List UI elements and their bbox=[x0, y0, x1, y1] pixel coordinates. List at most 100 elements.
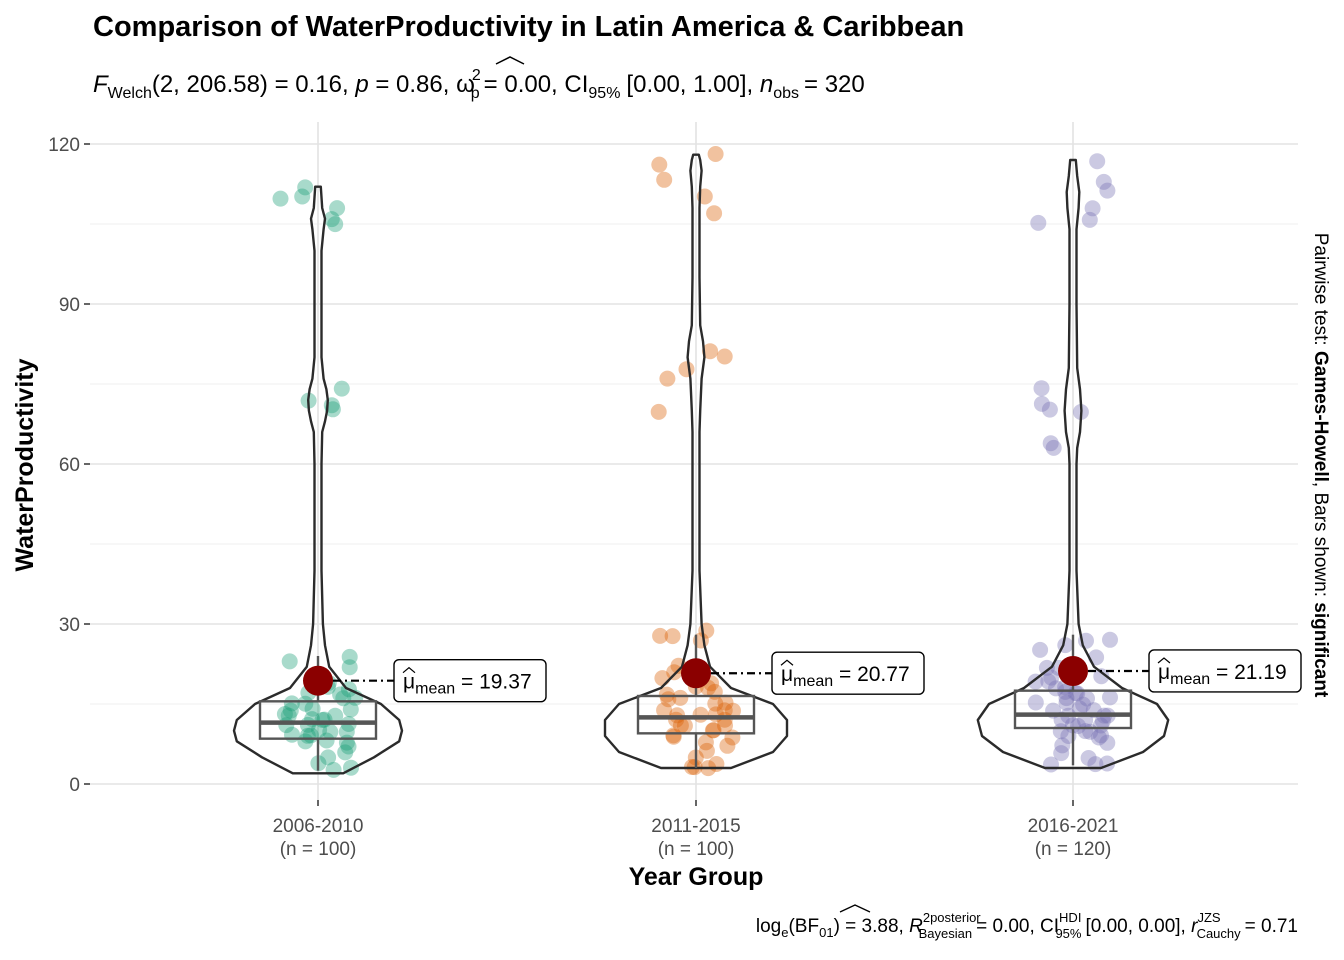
data-point bbox=[707, 695, 724, 712]
data-point bbox=[697, 734, 714, 751]
data-point bbox=[654, 670, 671, 687]
violin-outline bbox=[232, 185, 404, 775]
mean-point bbox=[681, 658, 711, 689]
data-point bbox=[1067, 685, 1084, 702]
caption-log-sub: e bbox=[781, 925, 788, 940]
data-point bbox=[1095, 173, 1112, 190]
data-point bbox=[341, 659, 358, 676]
data-point bbox=[1090, 729, 1107, 746]
caption-r-sup: 2 bbox=[923, 910, 930, 925]
data-point bbox=[1033, 380, 1050, 397]
chart-subtitle: FWelch(2, 206.58) = 0.16, p = 0.86, ω2 p =… bbox=[93, 67, 865, 102]
caption-rc-sub: Cauchy bbox=[1197, 926, 1242, 941]
data-point bbox=[717, 717, 733, 734]
data-point bbox=[1093, 668, 1110, 685]
data-point bbox=[1075, 696, 1092, 713]
subtitle-stat-name: F bbox=[93, 71, 109, 98]
y-tick-label: 0 bbox=[69, 775, 80, 796]
mean-label-hat bbox=[780, 659, 794, 666]
r-hat bbox=[839, 904, 871, 913]
data-point bbox=[1032, 641, 1049, 658]
mean-label-symbol: μ bbox=[403, 671, 415, 694]
data-point bbox=[725, 702, 741, 719]
y-tick-label: 120 bbox=[48, 135, 80, 156]
data-point bbox=[338, 734, 355, 751]
data-point bbox=[1058, 694, 1075, 711]
caption-log: log bbox=[756, 916, 781, 937]
mean-label-hat bbox=[1157, 657, 1171, 664]
data-point bbox=[283, 695, 300, 712]
y-axis-title: WaterProductivity bbox=[11, 358, 39, 571]
caption-ci-value: [0.00, 0.00], bbox=[1085, 916, 1185, 937]
box-iqr bbox=[636, 694, 756, 735]
data-point bbox=[294, 188, 311, 205]
caption-r-sub: Bayesian bbox=[919, 926, 972, 941]
data-point bbox=[1033, 395, 1050, 412]
data-point bbox=[337, 744, 354, 761]
data-point bbox=[692, 706, 709, 723]
mean-label: μmean = 21.19 bbox=[1158, 661, 1287, 688]
data-point bbox=[327, 707, 344, 724]
mean-label: μmean = 19.37 bbox=[403, 671, 532, 698]
violin-outline bbox=[976, 158, 1170, 770]
subtitle-effect-sub: p bbox=[471, 85, 480, 102]
data-point bbox=[311, 721, 328, 738]
data-point bbox=[719, 737, 736, 754]
data-point bbox=[1081, 211, 1098, 228]
data-point bbox=[1064, 717, 1081, 734]
data-point bbox=[716, 348, 733, 365]
data-point bbox=[1058, 690, 1075, 707]
data-point bbox=[707, 146, 724, 162]
group-2006-2010: μmean = 19.37 bbox=[232, 179, 547, 778]
mean-label-symbol: μ bbox=[1158, 661, 1170, 684]
data-point bbox=[702, 343, 719, 360]
mean-label-box bbox=[771, 651, 925, 695]
data-point bbox=[665, 727, 682, 744]
data-point bbox=[338, 723, 355, 740]
data-point bbox=[706, 205, 723, 222]
data-point bbox=[672, 689, 689, 706]
x-axis: 2006-2010(n = 100)2011-2015(n = 100)2016… bbox=[273, 800, 1119, 860]
y-tick-label: 90 bbox=[59, 295, 80, 316]
caption-bf: (BF bbox=[788, 916, 819, 937]
data-point bbox=[1057, 683, 1074, 700]
data-point bbox=[659, 370, 676, 387]
data-point bbox=[1042, 435, 1059, 452]
data-point bbox=[1040, 673, 1057, 690]
data-point bbox=[656, 171, 673, 188]
subtitle-p-label: p bbox=[354, 71, 368, 98]
mean-label-hat bbox=[402, 666, 416, 674]
x-tick-label: 2016-2021 bbox=[1028, 816, 1119, 837]
subtitle-stat-sub: Welch bbox=[108, 85, 152, 102]
data-point bbox=[1043, 756, 1059, 773]
data-point bbox=[665, 728, 682, 745]
data-point bbox=[304, 700, 321, 717]
data-point bbox=[658, 686, 675, 703]
data-point bbox=[1030, 214, 1047, 231]
data-point bbox=[276, 706, 293, 722]
mean-label-symbol: μ bbox=[781, 663, 793, 686]
data-point bbox=[1038, 659, 1055, 676]
data-point bbox=[1102, 689, 1118, 706]
data-point bbox=[1045, 439, 1062, 456]
mean-label: μmean = 20.77 bbox=[781, 663, 910, 690]
data-point bbox=[1088, 649, 1105, 666]
data-point bbox=[282, 702, 299, 719]
subtitle-p-value: = 0.86, bbox=[375, 71, 449, 98]
data-point bbox=[272, 190, 289, 207]
data-point bbox=[1102, 631, 1118, 648]
box-iqr bbox=[258, 700, 378, 740]
data-point bbox=[340, 738, 357, 755]
subtitle-stat-value: = 0.16, bbox=[275, 71, 349, 98]
box-iqr bbox=[1013, 689, 1133, 730]
data-point bbox=[341, 648, 358, 665]
data-point bbox=[664, 628, 681, 645]
pairwise-label: Pairwise test: Games-Howell, Bars shown:… bbox=[1310, 233, 1331, 698]
data-point bbox=[698, 742, 715, 759]
data-point bbox=[650, 403, 667, 420]
x-axis-title: Year Group bbox=[629, 863, 764, 891]
data-point bbox=[1094, 713, 1111, 729]
data-point bbox=[284, 726, 300, 743]
subtitle-effect-symbol: ω bbox=[456, 71, 475, 98]
data-point bbox=[325, 761, 342, 778]
